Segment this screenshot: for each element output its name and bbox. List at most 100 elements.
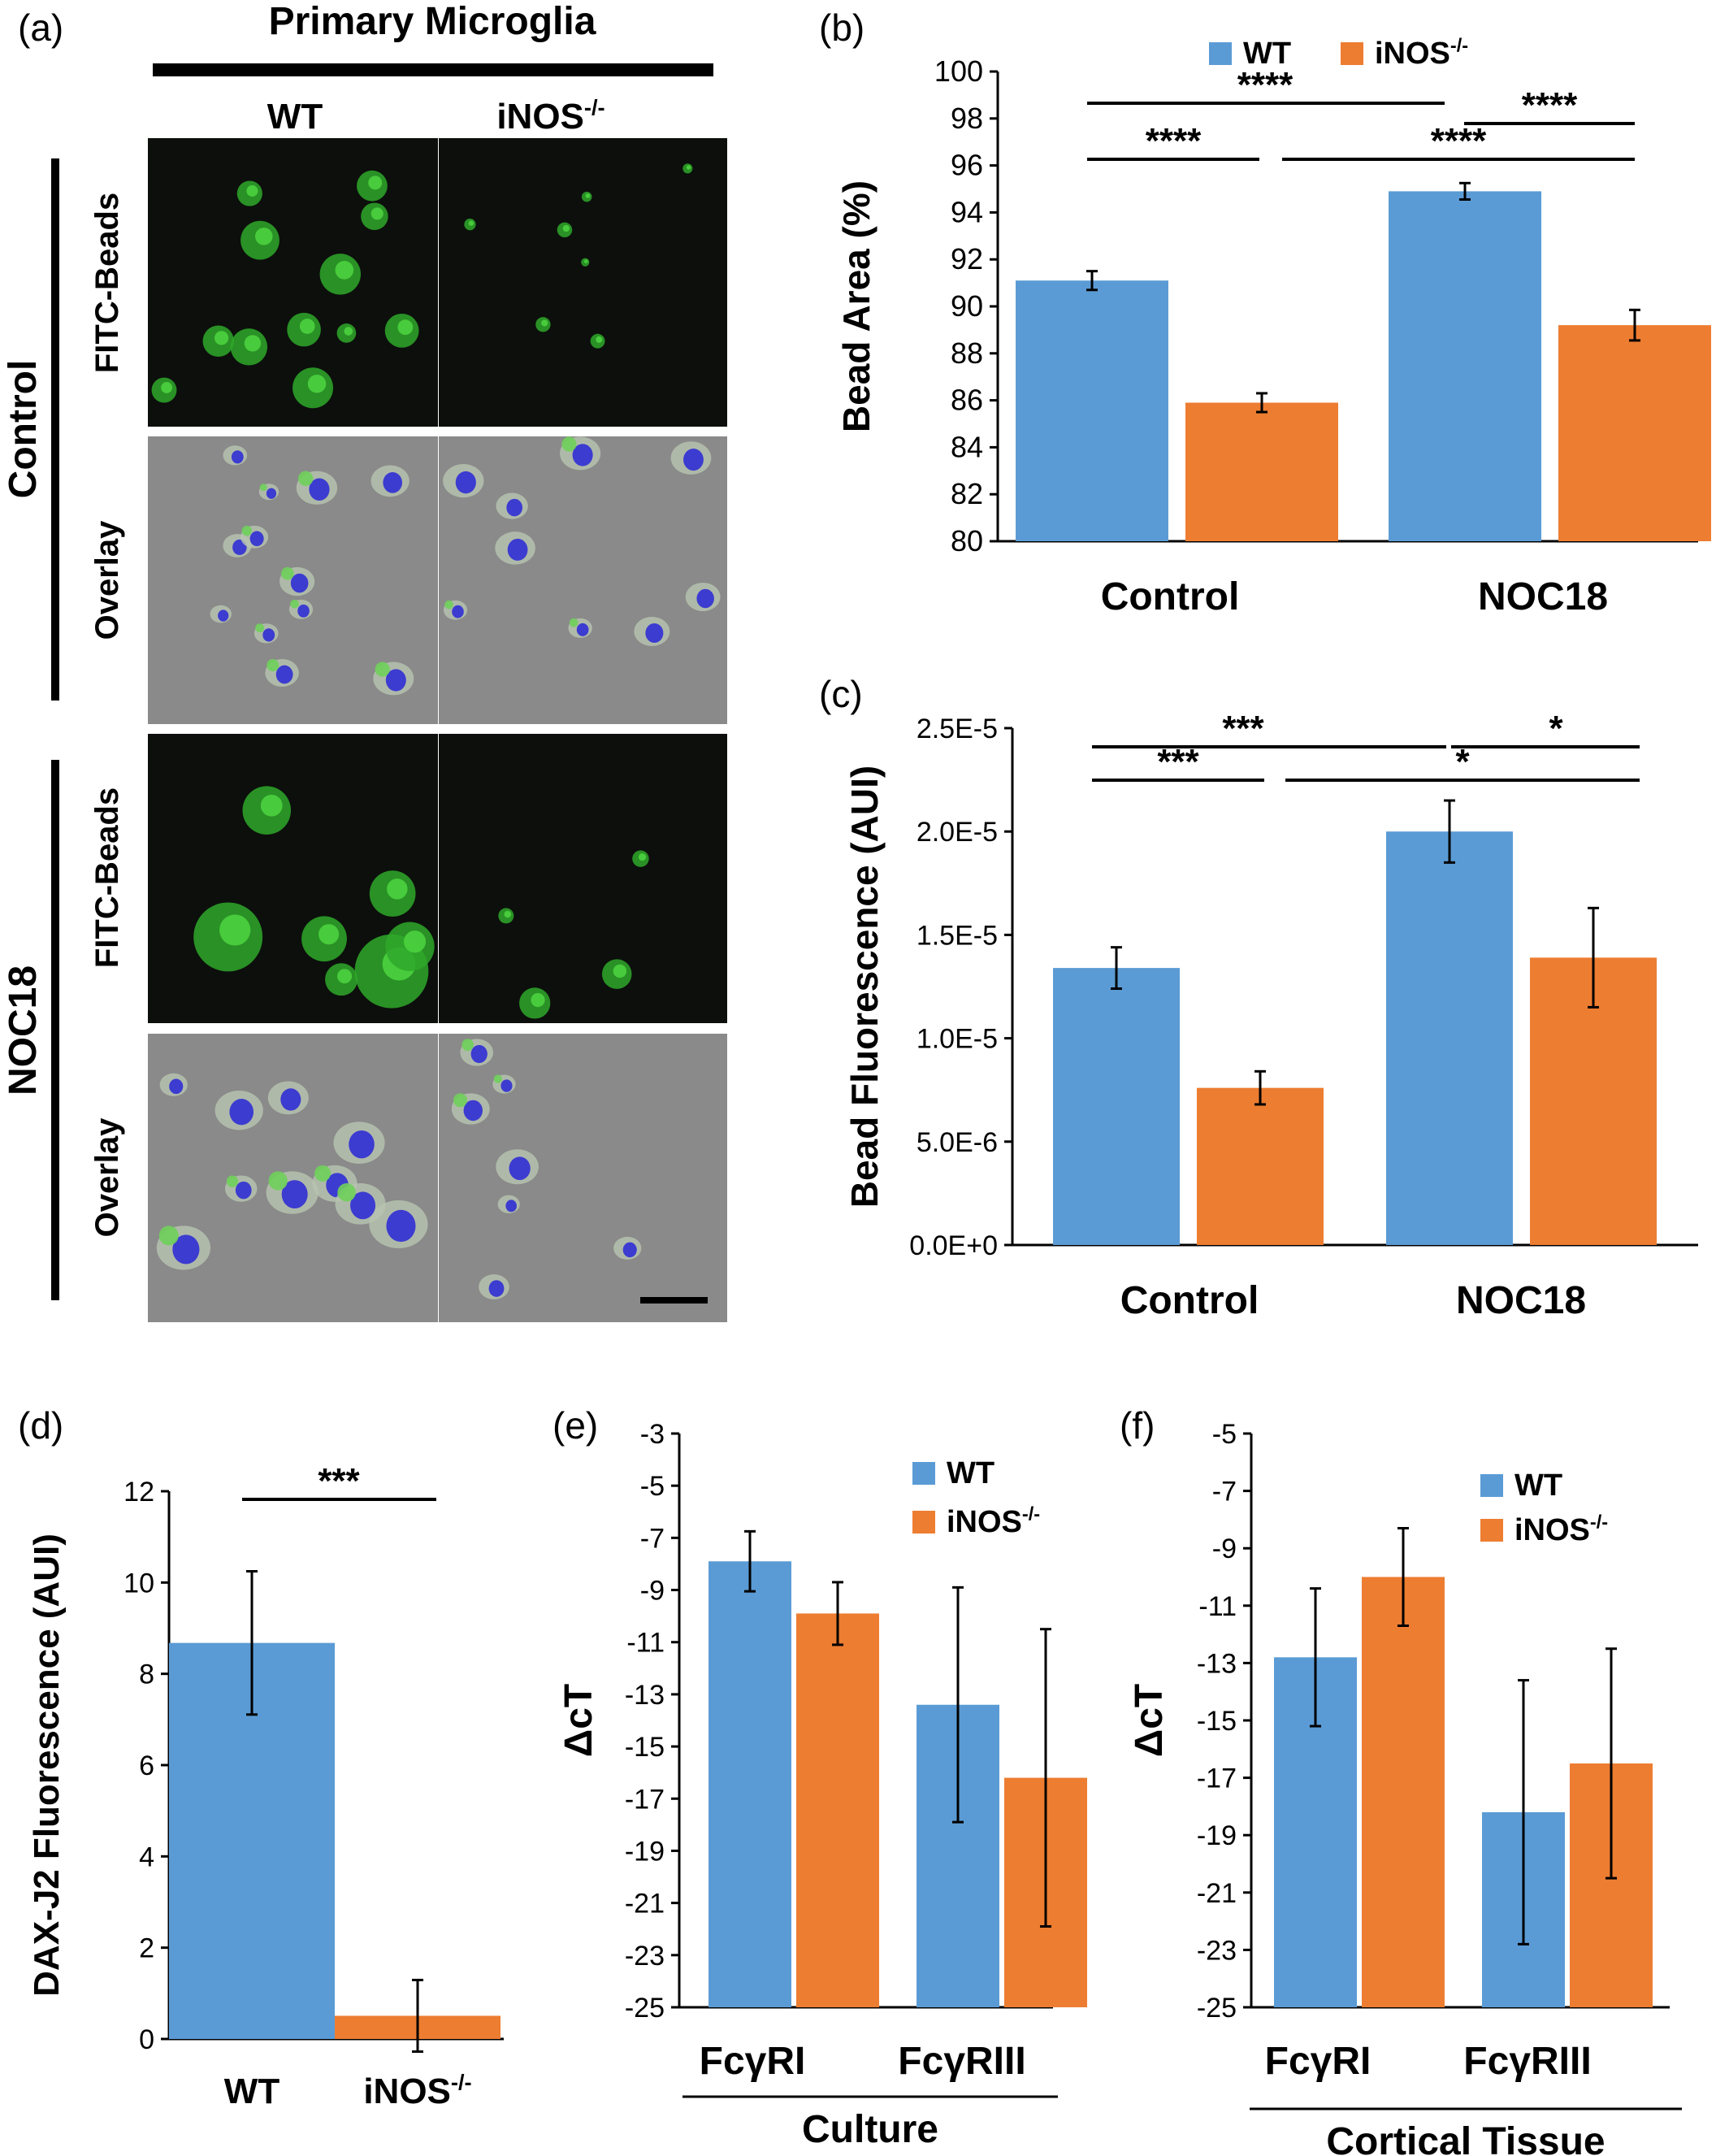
y-tick-label: -13 <box>625 1680 665 1711</box>
fitc-micrograph <box>148 138 438 427</box>
bead-cluster <box>370 207 384 220</box>
bead-cluster <box>462 1039 474 1052</box>
x-tick-label: FcγRIII <box>1463 2040 1591 2083</box>
x-tick-label: FcγRIII <box>898 2040 1025 2083</box>
bar <box>1386 831 1513 1245</box>
y-tick-label: -25 <box>1197 1993 1237 2024</box>
cell-nucleus <box>509 1156 531 1181</box>
y-tick-label: -17 <box>1197 1763 1237 1794</box>
panel-label-b: (b) <box>819 7 864 49</box>
row-label-fitc-beads: FITC-Beads <box>89 193 125 373</box>
legend-label: iNOS-/- <box>1375 35 1468 71</box>
significance-stars: **** <box>1237 65 1294 105</box>
bead-cluster <box>219 914 251 946</box>
row-label-fitc-beads: FITC-Beads <box>89 787 125 968</box>
bead-cluster <box>569 618 578 627</box>
significance-stars: *** <box>318 1461 360 1501</box>
y-tick-label: 1.0E-5 <box>916 1024 998 1055</box>
y-tick-label: -9 <box>640 1576 665 1607</box>
bead-cluster <box>314 1165 332 1182</box>
x-tick-label: iNOS-/- <box>363 2069 471 2111</box>
y-tick-label: 96 <box>951 149 983 182</box>
cell-nucleus <box>505 1199 518 1212</box>
significance-stars: **** <box>1146 121 1202 161</box>
y-tick-label: -21 <box>1197 1878 1237 1909</box>
cell-nucleus <box>169 1078 184 1095</box>
bar <box>796 1613 879 2007</box>
bead-cluster <box>259 484 267 492</box>
bead-cluster <box>266 658 280 672</box>
cell-nucleus <box>455 471 476 494</box>
bead-cluster <box>268 1171 288 1191</box>
bead-cluster <box>397 319 414 336</box>
x-tick-label: Control <box>1101 575 1240 618</box>
y-tick-label: -23 <box>1197 1935 1237 1966</box>
y-tick-label: 5.0E-6 <box>916 1127 998 1158</box>
cell-nucleus <box>231 450 244 464</box>
x-group-label: Culture <box>802 2108 938 2151</box>
x-tick-label: NOC18 <box>1456 1279 1586 1322</box>
bead-cluster <box>375 662 390 677</box>
y-tick-label: 100 <box>934 54 983 88</box>
y-tick-label: 86 <box>951 384 983 417</box>
x-tick-label: WT <box>224 2071 280 2111</box>
cell-nucleus <box>262 628 275 642</box>
cell-nucleus <box>172 1234 200 1265</box>
y-tick-label: 2.0E-5 <box>916 817 998 848</box>
cell-nucleus <box>576 623 589 636</box>
bead-cluster <box>307 375 327 393</box>
y-tick-label: 94 <box>951 195 983 228</box>
legend-swatch <box>1341 42 1363 65</box>
panel-a-title: Primary Microglia <box>269 0 596 43</box>
significance-stars: *** <box>1222 709 1264 748</box>
cell-nucleus <box>266 488 277 499</box>
bead-cluster <box>246 184 258 197</box>
y-tick-label: 80 <box>951 524 983 557</box>
bead-cluster <box>158 1225 179 1246</box>
panel-label-a: (a) <box>18 7 63 49</box>
y-tick-label: 88 <box>951 336 983 370</box>
bead-cluster <box>596 336 603 343</box>
y-tick-label: -15 <box>1197 1706 1237 1737</box>
y-axis-title: Bead Area (%) <box>835 180 878 432</box>
row-label-overlay: Overlay <box>89 520 125 640</box>
y-tick-label: -7 <box>640 1523 665 1554</box>
fitc-micrograph <box>439 138 727 427</box>
legend-label: WT <box>1243 37 1291 71</box>
bead-cluster <box>468 220 474 226</box>
y-tick-label: -7 <box>1212 1477 1237 1507</box>
bead-cluster <box>299 319 315 334</box>
cell-nucleus <box>349 1130 375 1159</box>
significance-stars: **** <box>1431 121 1487 161</box>
bead-cluster <box>531 992 545 1008</box>
y-tick-label: -13 <box>1197 1648 1237 1679</box>
bead-cluster <box>226 1175 239 1187</box>
cell-nucleus <box>218 609 229 622</box>
bead-cluster <box>337 969 353 984</box>
y-tick-label: -23 <box>625 1941 665 1972</box>
cell-nucleus <box>229 1099 254 1126</box>
micrograph-background <box>439 1034 727 1322</box>
overlay-micrograph <box>148 1034 438 1322</box>
y-tick-label: -11 <box>626 1628 665 1659</box>
y-tick-label: 10 <box>124 1568 154 1599</box>
legend-swatch <box>1480 1519 1503 1542</box>
row-label-overlay: Overlay <box>89 1117 125 1238</box>
legend-label: iNOS-/- <box>1514 1512 1608 1547</box>
group-label-control: Control <box>2 360 45 499</box>
y-tick-label: -3 <box>640 1419 665 1450</box>
cell-nucleus <box>622 1242 637 1258</box>
x-tick-label: Control <box>1120 1279 1259 1322</box>
y-tick-label: -15 <box>625 1732 665 1763</box>
panel-label-e: (e) <box>552 1404 598 1447</box>
bead-cluster <box>562 224 570 232</box>
panel-label-d: (d) <box>18 1404 63 1447</box>
y-tick-label: 1.5E-5 <box>916 920 998 951</box>
bead-cluster <box>403 931 427 953</box>
y-axis-title: ΔcT <box>557 1684 600 1758</box>
column-label-wt: WT <box>267 97 323 137</box>
cell-nucleus <box>383 471 402 493</box>
y-axis-title: DAX-J2 Fluorescence (AUI) <box>27 1533 67 1997</box>
bead-cluster <box>585 193 591 198</box>
